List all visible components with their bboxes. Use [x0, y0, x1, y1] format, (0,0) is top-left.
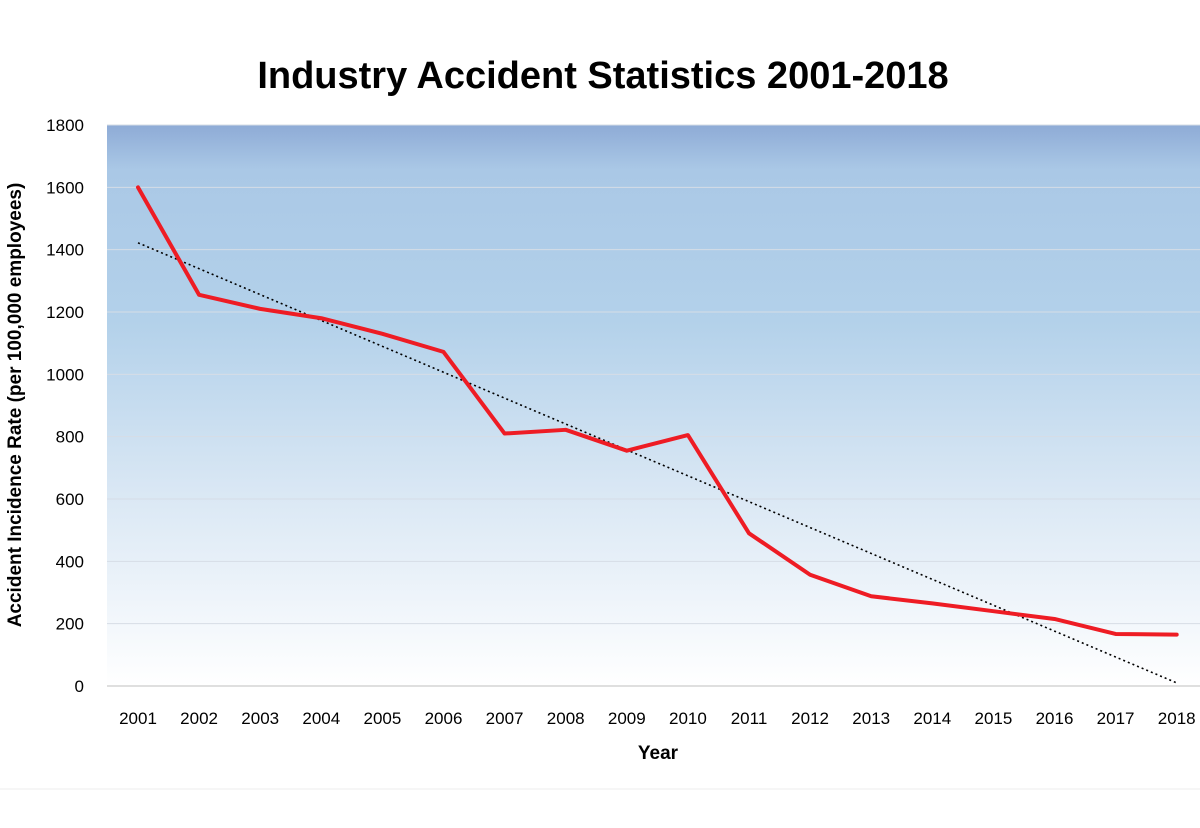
- y-tick-label: 200: [56, 615, 84, 634]
- x-tick-label: 2007: [486, 709, 524, 728]
- x-tick-label: 2014: [913, 709, 951, 728]
- x-tick-label: 2018: [1158, 709, 1196, 728]
- y-tick-label: 1600: [46, 178, 84, 197]
- x-tick-label: 2005: [363, 709, 401, 728]
- x-tick-label: 2017: [1097, 709, 1135, 728]
- x-tick-label: 2011: [731, 709, 768, 728]
- y-tick-label: 0: [75, 677, 84, 696]
- x-tick-label: 2001: [119, 709, 157, 728]
- x-tick-label: 2010: [669, 709, 707, 728]
- x-tick-label: 2012: [791, 709, 829, 728]
- x-tick-label: 2013: [852, 709, 890, 728]
- x-tick-label: 2008: [547, 709, 585, 728]
- y-tick-label: 1000: [46, 365, 84, 384]
- y-axis-label: Accident Incidence Rate (per 100,000 emp…: [5, 183, 26, 628]
- x-tick-label: 2006: [425, 709, 463, 728]
- x-axis-ticks: 2001 2002 2003 2004 2005 2006 2007 2008 2009 2010…: [119, 709, 1196, 728]
- x-tick-label: 2004: [302, 709, 340, 728]
- series-line: [136, 185, 1179, 637]
- chart-title: Industry Accident Statistics 2001-2018: [257, 55, 948, 97]
- x-axis-label: Year: [638, 743, 679, 764]
- y-tick-label: 600: [56, 490, 84, 509]
- x-tick-label: 2016: [1036, 709, 1074, 728]
- x-tick-label: 2003: [241, 709, 279, 728]
- x-tick-label: 2002: [180, 709, 218, 728]
- y-tick-label: 1200: [46, 303, 84, 322]
- x-tick-label: 2015: [974, 709, 1012, 728]
- y-axis-ticks: 0 200 400 600 800 1000 1200 1400 1600 1800: [46, 116, 84, 696]
- y-tick-label: 800: [56, 428, 84, 447]
- y-tick-label: 400: [56, 552, 84, 571]
- plot-area: [107, 125, 1200, 686]
- y-tick-label: 1800: [46, 116, 84, 135]
- trendline: [137, 242, 1178, 684]
- x-tick-label: 2009: [608, 709, 646, 728]
- y-tick-label: 1400: [46, 241, 84, 260]
